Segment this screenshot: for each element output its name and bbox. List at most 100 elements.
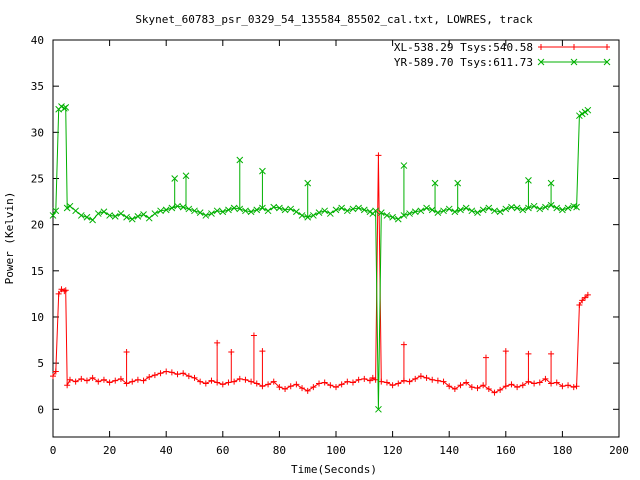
data-point — [457, 382, 464, 389]
spike-point — [454, 179, 462, 187]
spike-point — [228, 349, 235, 356]
data-point — [265, 381, 272, 388]
data-point — [89, 216, 96, 224]
data-point — [62, 287, 69, 294]
data-point — [95, 378, 102, 385]
data-point — [559, 383, 566, 390]
data-point — [94, 210, 102, 217]
data-point — [485, 204, 493, 212]
data-point — [565, 382, 572, 389]
legend-marker — [604, 44, 610, 50]
data-point — [253, 206, 261, 214]
data-point — [440, 207, 447, 215]
y-tick-label: 15 — [31, 265, 44, 278]
spike-point — [502, 348, 509, 355]
data-point — [304, 387, 311, 394]
spike-point — [482, 354, 489, 361]
data-point — [134, 212, 142, 220]
spike-point — [171, 175, 179, 182]
y-tick-label: 25 — [31, 172, 44, 185]
data-point — [366, 377, 373, 384]
x-tick-label: 120 — [383, 444, 403, 457]
data-point — [145, 214, 153, 222]
x-axis-label: Time(Seconds) — [291, 463, 377, 476]
data-point — [573, 383, 580, 390]
data-point — [417, 207, 425, 215]
data-point — [191, 374, 198, 381]
data-point — [519, 206, 527, 214]
data-point — [383, 212, 391, 219]
data-point — [52, 368, 59, 375]
data-point — [417, 373, 424, 380]
y-tick-label: 10 — [31, 311, 44, 324]
data-point — [276, 384, 283, 391]
data-point — [185, 373, 192, 380]
x-tick-label: 60 — [216, 444, 229, 457]
data-point — [497, 386, 504, 393]
data-point — [264, 207, 272, 215]
data-point — [231, 378, 238, 385]
data-point — [395, 380, 402, 387]
data-point — [513, 204, 521, 212]
data-point — [83, 377, 90, 384]
data-point — [146, 373, 153, 380]
spike-point — [259, 348, 266, 355]
data-point — [83, 213, 91, 221]
data-point — [360, 206, 368, 214]
data-point — [151, 210, 159, 217]
data-point — [219, 208, 227, 216]
x-tick-label: 180 — [552, 444, 572, 457]
data-point — [480, 382, 487, 389]
series-line — [52, 105, 589, 410]
data-point — [514, 384, 521, 391]
data-point — [582, 294, 589, 301]
data-point — [570, 384, 577, 391]
spike-point — [236, 156, 244, 164]
data-point — [62, 104, 70, 111]
data-point — [451, 385, 458, 392]
spike-point — [123, 349, 130, 356]
legend-marker — [537, 58, 545, 66]
data-point — [129, 378, 136, 385]
data-point — [394, 215, 402, 223]
data-point — [327, 382, 334, 389]
data-point — [559, 206, 566, 214]
data-point — [508, 203, 515, 211]
spike-point — [431, 179, 439, 187]
data-point — [236, 375, 243, 382]
legend-marker — [538, 44, 544, 50]
data-point — [355, 204, 362, 212]
data-point — [89, 374, 96, 381]
data-point — [491, 389, 498, 396]
y-tick-label: 35 — [31, 80, 44, 93]
data-point — [180, 370, 187, 377]
y-tick-label: 20 — [31, 219, 44, 232]
data-point — [100, 376, 107, 383]
data-point — [55, 290, 62, 297]
data-point — [321, 379, 328, 386]
x-axis-ticks: 0 20 40 60 80 100 120 140 160 180 200 — [50, 40, 629, 457]
data-point — [310, 384, 317, 391]
data-point — [502, 205, 510, 213]
data-point — [123, 213, 130, 221]
data-point — [174, 371, 181, 378]
data-point — [247, 208, 255, 216]
data-point — [508, 381, 515, 388]
data-point — [406, 378, 413, 385]
series-line — [52, 155, 589, 394]
data-point — [474, 385, 481, 392]
data-point — [429, 376, 436, 383]
data-point — [66, 202, 74, 210]
spike-point — [214, 339, 221, 346]
data-point — [111, 212, 119, 220]
x-tick-label: 140 — [439, 444, 459, 457]
data-point — [377, 209, 385, 217]
data-point — [202, 380, 209, 387]
data-point — [445, 205, 453, 213]
data-point — [536, 379, 543, 386]
data-point — [349, 205, 357, 213]
x-tick-label: 20 — [103, 444, 116, 457]
spike-point — [250, 332, 257, 339]
spike-point — [547, 179, 555, 187]
data-point — [61, 288, 68, 295]
